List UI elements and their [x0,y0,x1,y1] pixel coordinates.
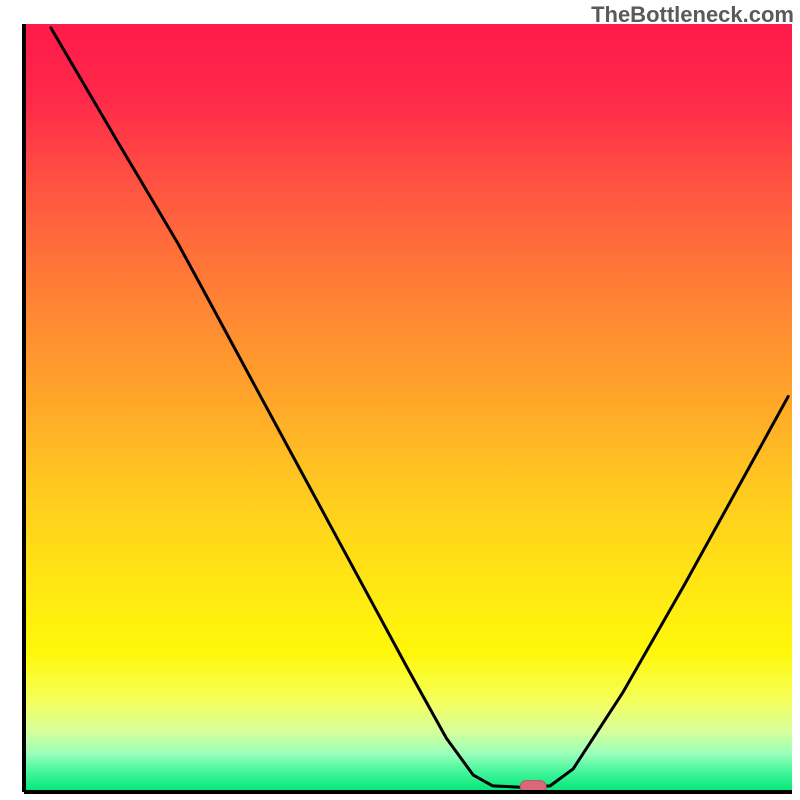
plot-background [24,24,792,792]
watermark-text: TheBottleneck.com [591,2,794,28]
chart-container: TheBottleneck.com [0,0,800,800]
bottleneck-chart [0,0,800,800]
